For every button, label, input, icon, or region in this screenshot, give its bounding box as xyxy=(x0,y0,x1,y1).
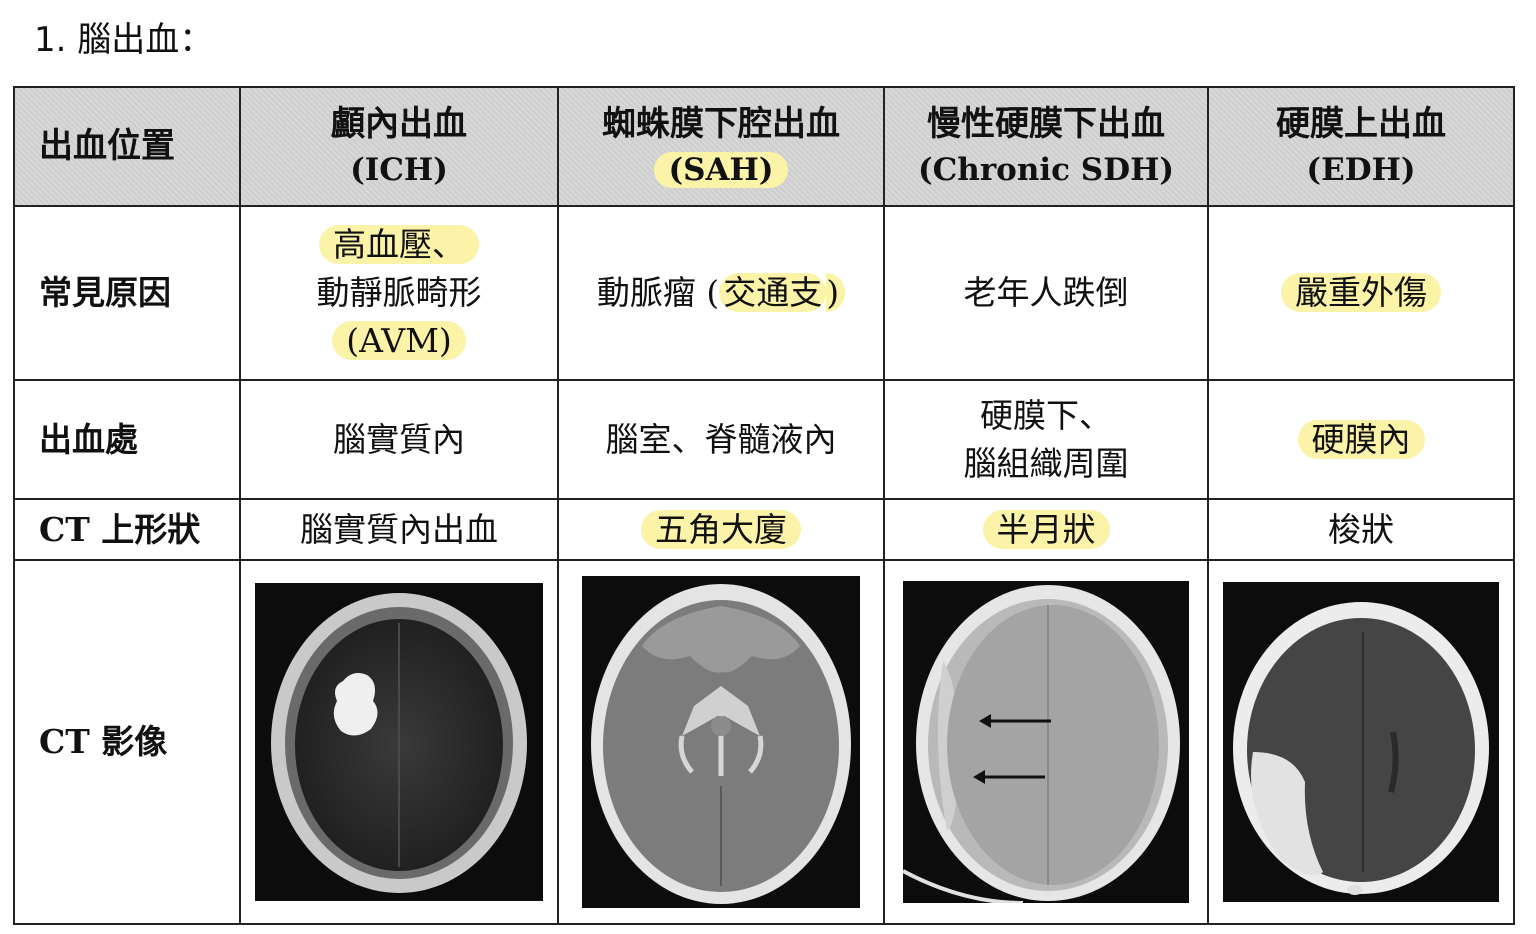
ct-image-ich xyxy=(239,559,559,925)
cause-label: 常見原因 xyxy=(13,205,241,381)
cause-ich-line1: 高血壓、 xyxy=(319,225,479,265)
site-row: 出血處 腦實質內 腦室、脊髓液內 硬膜下、 腦組織周圍 硬膜內 xyxy=(13,379,1515,500)
cause-edh-text: 嚴重外傷 xyxy=(1281,273,1441,313)
site-edh: 硬膜內 xyxy=(1207,379,1515,500)
shape-sdh: 半月狀 xyxy=(883,498,1209,561)
shape-row: CT 上形狀 腦實質內出血 五角大廈 半月狀 梭狀 xyxy=(13,498,1515,561)
shape-label: CT 上形狀 xyxy=(13,498,241,561)
cause-ich-line2: 動靜脈畸形 xyxy=(316,273,482,313)
ct-scan-edh-image xyxy=(1223,582,1499,902)
header-sdh: 慢性硬膜下出血 (Chronic SDH) xyxy=(883,86,1209,207)
header-edh-en: (EDH) xyxy=(1306,151,1416,188)
ct-image-sdh xyxy=(883,559,1209,925)
header-sah: 蜘蛛膜下腔出血 (SAH) xyxy=(557,86,885,207)
cause-sah-highlight: 交通支 xyxy=(719,273,827,313)
header-ich-en: (ICH) xyxy=(350,151,448,188)
site-sdh-line2: 腦組織周圍 xyxy=(963,443,1129,483)
cause-ich: 高血壓、 動靜脈畸形 (AVM) xyxy=(239,205,559,381)
image-row: CT 影像 xyxy=(13,559,1515,925)
cause-edh: 嚴重外傷 xyxy=(1207,205,1515,381)
site-sdh: 硬膜下、 腦組織周圍 xyxy=(883,379,1209,500)
header-sah-en: (SAH) xyxy=(654,151,788,188)
site-sdh-line1: 硬膜下、 xyxy=(980,395,1112,435)
header-ich-zh: 顱內出血 xyxy=(331,104,467,144)
header-sdh-zh: 慢性硬膜下出血 xyxy=(927,104,1165,144)
ct-image-edh xyxy=(1207,559,1515,925)
shape-sdh-text: 半月狀 xyxy=(982,509,1110,549)
hemorrhage-table: 出血位置 顱內出血 (ICH) 蜘蛛膜下腔出血 (SAH) 慢性硬膜下出血 (C… xyxy=(13,86,1515,925)
image-label: CT 影像 xyxy=(13,559,241,925)
cause-sah: 動脈瘤 (交通支) xyxy=(557,205,885,381)
shape-sah: 五角大廈 xyxy=(557,498,885,561)
cause-ich-line3: (AVM) xyxy=(332,320,466,360)
header-label: 出血位置 xyxy=(13,86,241,207)
header-sah-zh: 蜘蛛膜下腔出血 xyxy=(602,104,840,144)
site-edh-text: 硬膜內 xyxy=(1297,419,1425,459)
cause-sdh: 老年人跌倒 xyxy=(883,205,1209,381)
ct-scan-sah-image xyxy=(582,576,860,908)
ct-image-sah xyxy=(557,559,885,925)
header-ich: 顱內出血 (ICH) xyxy=(239,86,559,207)
site-label: 出血處 xyxy=(13,379,241,500)
cause-row: 常見原因 高血壓、 動靜脈畸形 (AVM) 動脈瘤 (交通支) 老年人跌倒 嚴重… xyxy=(13,205,1515,381)
header-edh-zh: 硬膜上出血 xyxy=(1276,104,1446,144)
site-sah: 腦室、脊髓液內 xyxy=(557,379,885,500)
header-edh: 硬膜上出血 (EDH) xyxy=(1207,86,1515,207)
ct-scan-ich-image xyxy=(255,583,543,901)
site-ich: 腦實質內 xyxy=(239,379,559,500)
shape-edh: 梭狀 xyxy=(1207,498,1515,561)
ct-scan-sdh-image xyxy=(903,581,1189,903)
header-row: 出血位置 顱內出血 (ICH) 蜘蛛膜下腔出血 (SAH) 慢性硬膜下出血 (C… xyxy=(13,86,1515,207)
cause-sah-prefix: 動脈瘤 ( xyxy=(596,273,720,313)
shape-sah-text: 五角大廈 xyxy=(641,509,801,549)
cause-sah-suffix: ) xyxy=(826,273,846,313)
shape-ich: 腦實質內出血 xyxy=(239,498,559,561)
header-sdh-en: (Chronic SDH) xyxy=(917,151,1175,188)
section-title: 1. 腦出血： xyxy=(34,20,214,60)
